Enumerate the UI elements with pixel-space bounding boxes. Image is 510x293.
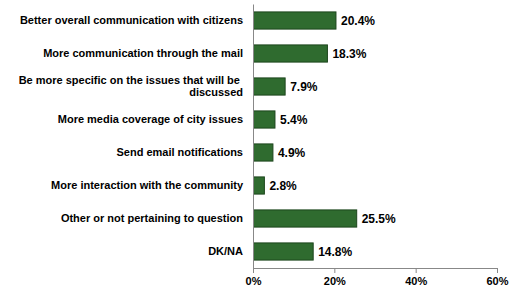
label-line: More communication through the mail [43,47,243,59]
label-line: Better overall communication with citize… [20,14,243,26]
x-tick: 60% [486,268,508,287]
data-label: 4.9% [278,146,306,160]
data-labels: 20.4% 18.3% 7.9% 5.4% 4.9% 2.8% 25.5% 14.8% [269,14,396,259]
x-tick-label: 40% [405,275,427,287]
y-tick: More interaction with the community [51,179,244,191]
x-tick-label: 0% [246,275,262,287]
bar [253,144,273,161]
y-axis-line [253,5,254,269]
x-tick-mark [253,268,254,273]
label-line: Other or not pertaining to question [61,212,243,224]
x-tick-label: 20% [324,275,346,287]
y-tick: DK/NA [208,245,243,257]
label-line: Be more specific on the issues that will… [19,74,243,86]
label-line: DK/NA [208,245,243,257]
data-label: 7.9% [290,80,318,94]
label-line: Send email notifications [116,146,243,158]
category-label: DK/NA [208,245,243,257]
bar [253,210,357,227]
label-line: More media coverage of city issues [58,113,243,125]
data-label: 2.8% [269,179,297,193]
category-label: Better overall communication with citize… [20,14,243,26]
category-label: Be more specific on the issues that will… [19,74,243,99]
bar [253,111,275,128]
x-tick: 40% [405,268,427,287]
data-label: 14.8% [318,245,352,259]
plot: 0% 20% 40% 60% Better overall communication … [19,5,509,287]
x-tick: 20% [324,268,346,287]
label-line: More interaction with the community [51,179,244,191]
category-label: More interaction with the community [51,179,244,191]
label-line: discussed [189,86,243,98]
x-axis: 0% 20% 40% 60% [246,268,509,287]
data-label: 18.3% [332,47,366,61]
bar [253,45,327,62]
x-tick-mark [497,268,498,273]
bar [253,177,264,194]
x-tick-mark [416,268,417,273]
data-label: 5.4% [280,113,308,127]
data-label: 20.4% [341,14,375,28]
category-label: Send email notifications [116,146,243,158]
x-tick: 0% [246,268,262,287]
data-label: 25.5% [362,212,396,226]
y-axis: Better overall communication with citize… [19,5,254,269]
bar [253,243,313,260]
category-label: More media coverage of city issues [58,113,243,125]
chart: 0% 20% 40% 60% Better overall communication … [0,0,510,293]
y-tick: Be more specific on the issues that will… [19,74,243,99]
bar [253,12,336,29]
y-tick: More media coverage of city issues [58,113,243,125]
y-tick: More communication through the mail [43,47,243,59]
category-label: Other or not pertaining to question [61,212,243,224]
x-tick-mark [334,268,335,273]
x-tick-label: 60% [486,275,508,287]
y-tick: Better overall communication with citize… [20,14,243,26]
bar [253,78,285,95]
category-label: More communication through the mail [43,47,243,59]
y-tick: Send email notifications [116,146,243,158]
x-axis-line [254,269,498,274]
y-tick: Other or not pertaining to question [61,212,243,224]
